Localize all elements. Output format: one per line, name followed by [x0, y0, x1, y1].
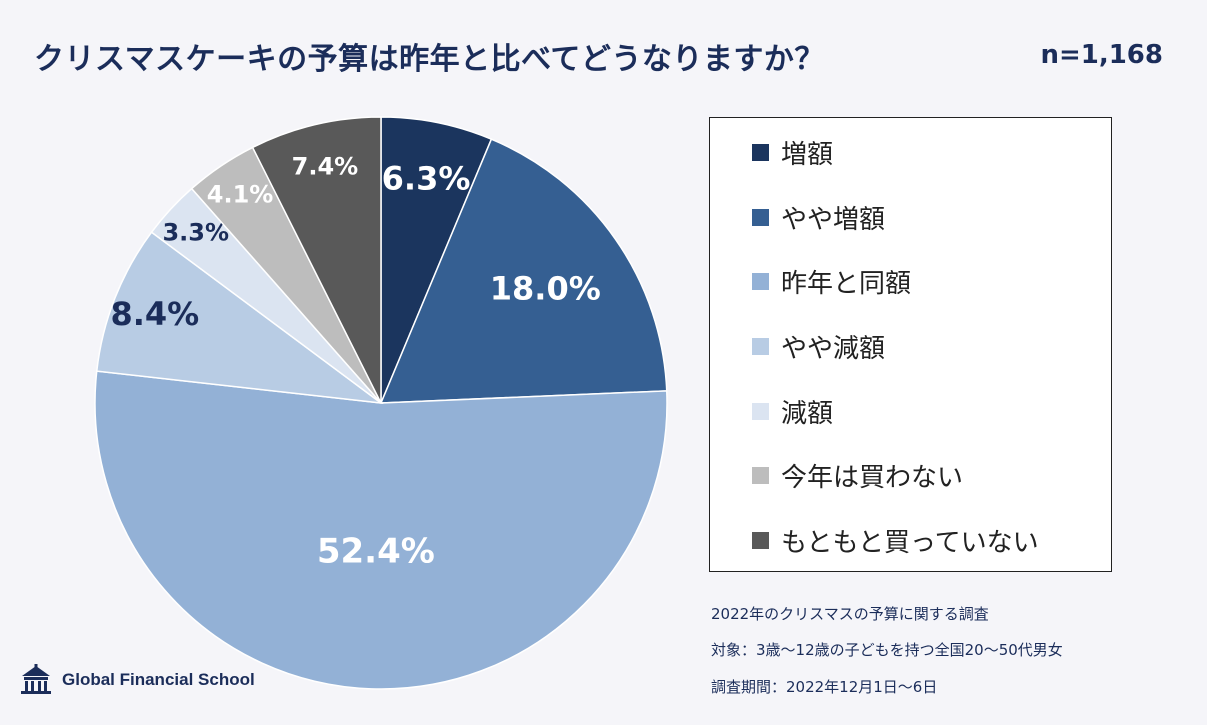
legend-swatch — [752, 467, 769, 484]
legend-swatch — [752, 532, 769, 549]
school-building-icon — [21, 664, 51, 694]
data-label-gengaku: 3.3% — [162, 219, 229, 247]
legend-swatch — [752, 144, 769, 161]
pie-slice-same-as-last-year — [94, 370, 668, 690]
data-label-zougaku: 6.3% — [382, 160, 471, 198]
legend-item-same-as-last-year: 昨年と同額 — [752, 263, 911, 300]
sample-size: n=1,168 — [1040, 40, 1163, 70]
survey-title-note: 2022年のクリスマスの予算に関する調査 — [711, 605, 989, 623]
logo: Global Financial School — [18, 664, 255, 696]
legend-item-gengaku: 減額 — [752, 393, 833, 430]
survey-target-note: 対象：3歳～12歳の子どもを持つ全国20～50代男女 — [711, 641, 1063, 659]
legend-label: 減額 — [781, 399, 834, 429]
legend-swatch — [752, 338, 769, 355]
legend-label: やや増額 — [781, 205, 886, 235]
legend-item-not-buying-this-year: 今年は買わない — [752, 457, 963, 494]
legend-label: もともと買っていない — [781, 528, 1039, 558]
pie-slice-yaya-gengaku — [95, 231, 384, 405]
legend-label: 今年は買わない — [781, 463, 964, 493]
data-label-yaya-gengaku: 8.4% — [110, 295, 199, 333]
data-label-yaya-zougaku: 18.0% — [490, 270, 601, 308]
legend-item-zougaku: 増額 — [752, 134, 833, 171]
legend-swatch — [752, 403, 769, 420]
data-label-never-bought: 7.4% — [292, 152, 359, 180]
legend-swatch — [752, 209, 769, 226]
legend-label: やや減額 — [781, 334, 886, 364]
legend-item-yaya-zougaku: やや増額 — [752, 199, 885, 236]
data-label-same-as-last-year: 52.4% — [317, 532, 435, 572]
pie-slice-never-bought — [251, 116, 382, 404]
pie-slice-yaya-zougaku — [379, 138, 668, 404]
logo-text: Global Financial School — [62, 670, 255, 689]
legend: 増額 やや増額 昨年と同額 やや減額 減額 今年は買わない もともと買っていない — [709, 117, 1112, 572]
legend-swatch — [752, 273, 769, 290]
legend-item-yaya-gengaku: やや減額 — [752, 328, 885, 365]
legend-item-never-bought: もともと買っていない — [752, 522, 1039, 559]
legend-label: 増額 — [781, 140, 834, 170]
pie-slice-zougaku — [380, 116, 493, 404]
survey-period-note: 調査期間：2022年12月1日～6日 — [711, 678, 938, 696]
data-label-not-buying-this-year: 4.1% — [207, 180, 274, 208]
legend-label: 昨年と同額 — [781, 269, 912, 299]
chart-title: クリスマスケーキの予算は昨年と比べてどうなりますか？ — [34, 42, 825, 77]
